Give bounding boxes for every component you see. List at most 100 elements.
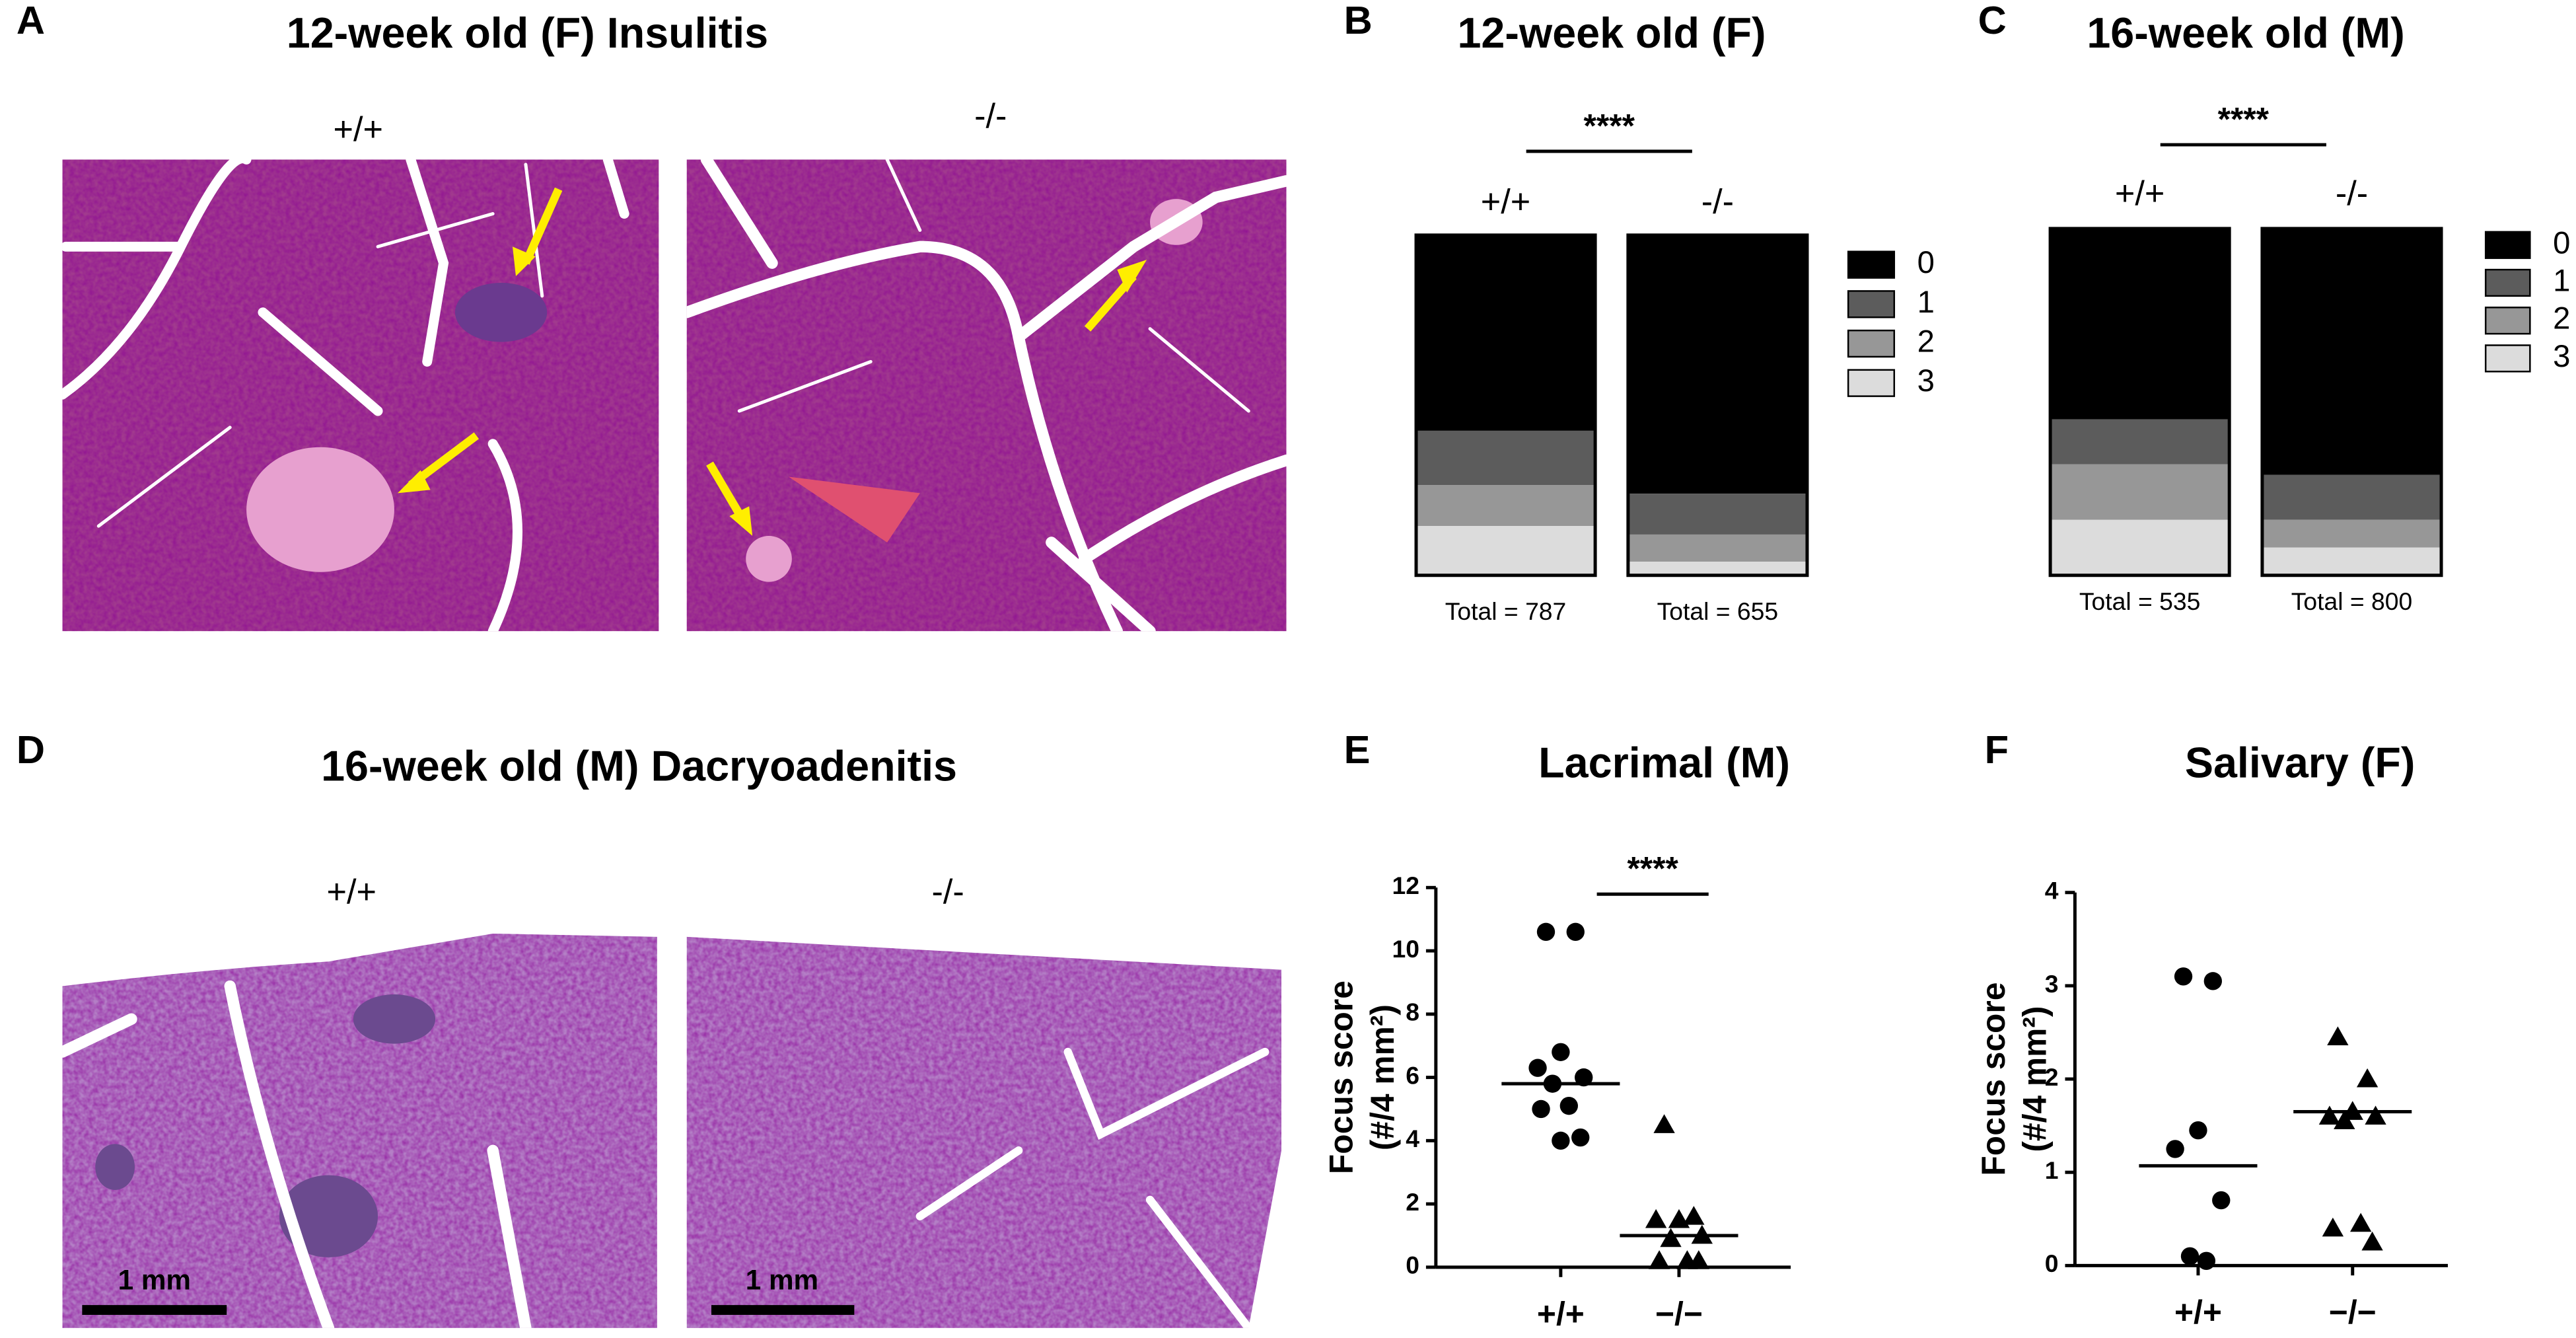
data-point (2356, 1068, 2379, 1088)
y-axis-label: Focus score (1975, 983, 2012, 1176)
data-point (1536, 922, 1556, 942)
data-point (2189, 1121, 2207, 1140)
y-axis-label: Focus score (1323, 981, 1360, 1174)
significance-label: **** (2218, 100, 2270, 137)
legend-swatch (2484, 231, 2531, 259)
total-label: Total = 535 (2079, 587, 2201, 615)
data-point (1660, 1228, 1682, 1247)
bar-segment (2262, 474, 2442, 520)
panel-title: 16-week old (M) Dacryoadenitis (321, 741, 957, 790)
histology-image (686, 159, 1287, 632)
panel-letter: E (1344, 727, 1371, 772)
legend-label: 1 (2553, 263, 2570, 298)
bar-segment (1416, 430, 1596, 486)
infiltrate (279, 1175, 378, 1257)
bar-outline (2260, 227, 2443, 577)
data-point (2166, 1140, 2184, 1158)
image-label: +/+ (333, 110, 383, 149)
data-point (1688, 1250, 1709, 1269)
bar-segment (2262, 547, 2442, 576)
islet (454, 282, 548, 342)
data-point (1552, 1043, 1570, 1061)
data-point (1571, 1128, 1590, 1147)
panel-letter: C (1978, 0, 2007, 42)
y-tick-label: 0 (2045, 1249, 2059, 1277)
y-tick-label: 3 (2045, 970, 2059, 998)
data-point (2350, 1212, 2372, 1232)
bar-outline (1414, 233, 1597, 577)
data-point (1653, 1114, 1675, 1133)
bar-segment (1628, 562, 1807, 576)
chart-title: Lacrimal (M) (1538, 738, 1790, 786)
panel-letter: B (1344, 0, 1373, 42)
panel-letter: A (17, 0, 45, 42)
islet (746, 536, 792, 582)
bar-segment (1416, 526, 1596, 576)
y-axis-label: (#/4 mm²) (2016, 1006, 2053, 1152)
bar-segment (2050, 519, 2230, 576)
data-point (1532, 1099, 1550, 1119)
chart-title: 12-week old (F) (1457, 9, 1766, 57)
y-tick-label: 10 (1392, 935, 1419, 963)
y-tick-label: 6 (1406, 1061, 1419, 1089)
x-tick-label: −/− (1655, 1296, 1703, 1333)
y-tick-label: 2 (1406, 1188, 1419, 1216)
legend-label: 1 (1917, 285, 1935, 320)
chart-title: Salivary (F) (2185, 738, 2415, 786)
bar-segment (2050, 228, 2230, 420)
data-point (2327, 1026, 2349, 1045)
y-tick-label: 4 (2045, 877, 2059, 905)
histology-image (62, 159, 659, 632)
total-label: Total = 787 (1445, 597, 1567, 625)
y-tick-label: 12 (1392, 872, 1419, 899)
bar-segment (1416, 485, 1596, 527)
tissue-gap (737, 159, 1250, 413)
data-point (2180, 1247, 2200, 1265)
scale-bar-label: 1 mm (118, 1264, 191, 1295)
data-point (1668, 1208, 1690, 1228)
panel-letter: D (17, 727, 45, 772)
histology-image (686, 928, 1282, 1328)
data-point (2203, 972, 2222, 990)
infiltrate (95, 1144, 135, 1190)
data-point (1528, 1059, 1547, 1077)
scale-bar-label: 1 mm (746, 1264, 818, 1295)
bar-segment (1416, 235, 1596, 431)
data-point (2334, 1110, 2355, 1130)
data-point (1648, 1250, 1670, 1269)
legend-label: 2 (1917, 324, 1935, 359)
total-label: Total = 655 (1657, 597, 1779, 625)
legend-swatch (1847, 329, 1896, 358)
y-axis-label: (#/4 mm²) (1364, 1004, 1401, 1150)
legend-label: 0 (1917, 245, 1935, 280)
legend-swatch (2484, 307, 2531, 335)
data-point (2322, 1217, 2344, 1237)
texture (686, 936, 1282, 1328)
significance-label: **** (1584, 107, 1635, 144)
bar-segment (2050, 419, 2230, 465)
legend-label: 3 (2553, 339, 2570, 374)
x-tick-label: −/− (2329, 1294, 2377, 1331)
data-point (2361, 1231, 2383, 1251)
bar-segment (2262, 519, 2442, 548)
legend-label: 2 (2553, 301, 2570, 336)
histology-image (62, 928, 657, 1328)
data-point (1683, 1206, 1705, 1225)
y-tick-label: 8 (1406, 998, 1419, 1026)
data-point (1645, 1208, 1667, 1228)
tissue-gap (62, 159, 629, 632)
y-tick-label: 0 (1406, 1251, 1419, 1279)
bar-segment (1628, 494, 1807, 535)
legend-swatch (1847, 290, 1896, 318)
tissue-gap (62, 980, 532, 1328)
y-tick-label: 1 (2045, 1156, 2059, 1184)
image-label: -/- (931, 873, 964, 911)
data-point (2174, 967, 2193, 986)
data-point (2212, 1191, 2231, 1210)
category-label: +/+ (2115, 174, 2165, 213)
data-point (1559, 1096, 1578, 1115)
bar-segment (1628, 235, 1807, 494)
tissue-gap (686, 159, 1287, 632)
legend-label: 0 (2553, 225, 2570, 260)
